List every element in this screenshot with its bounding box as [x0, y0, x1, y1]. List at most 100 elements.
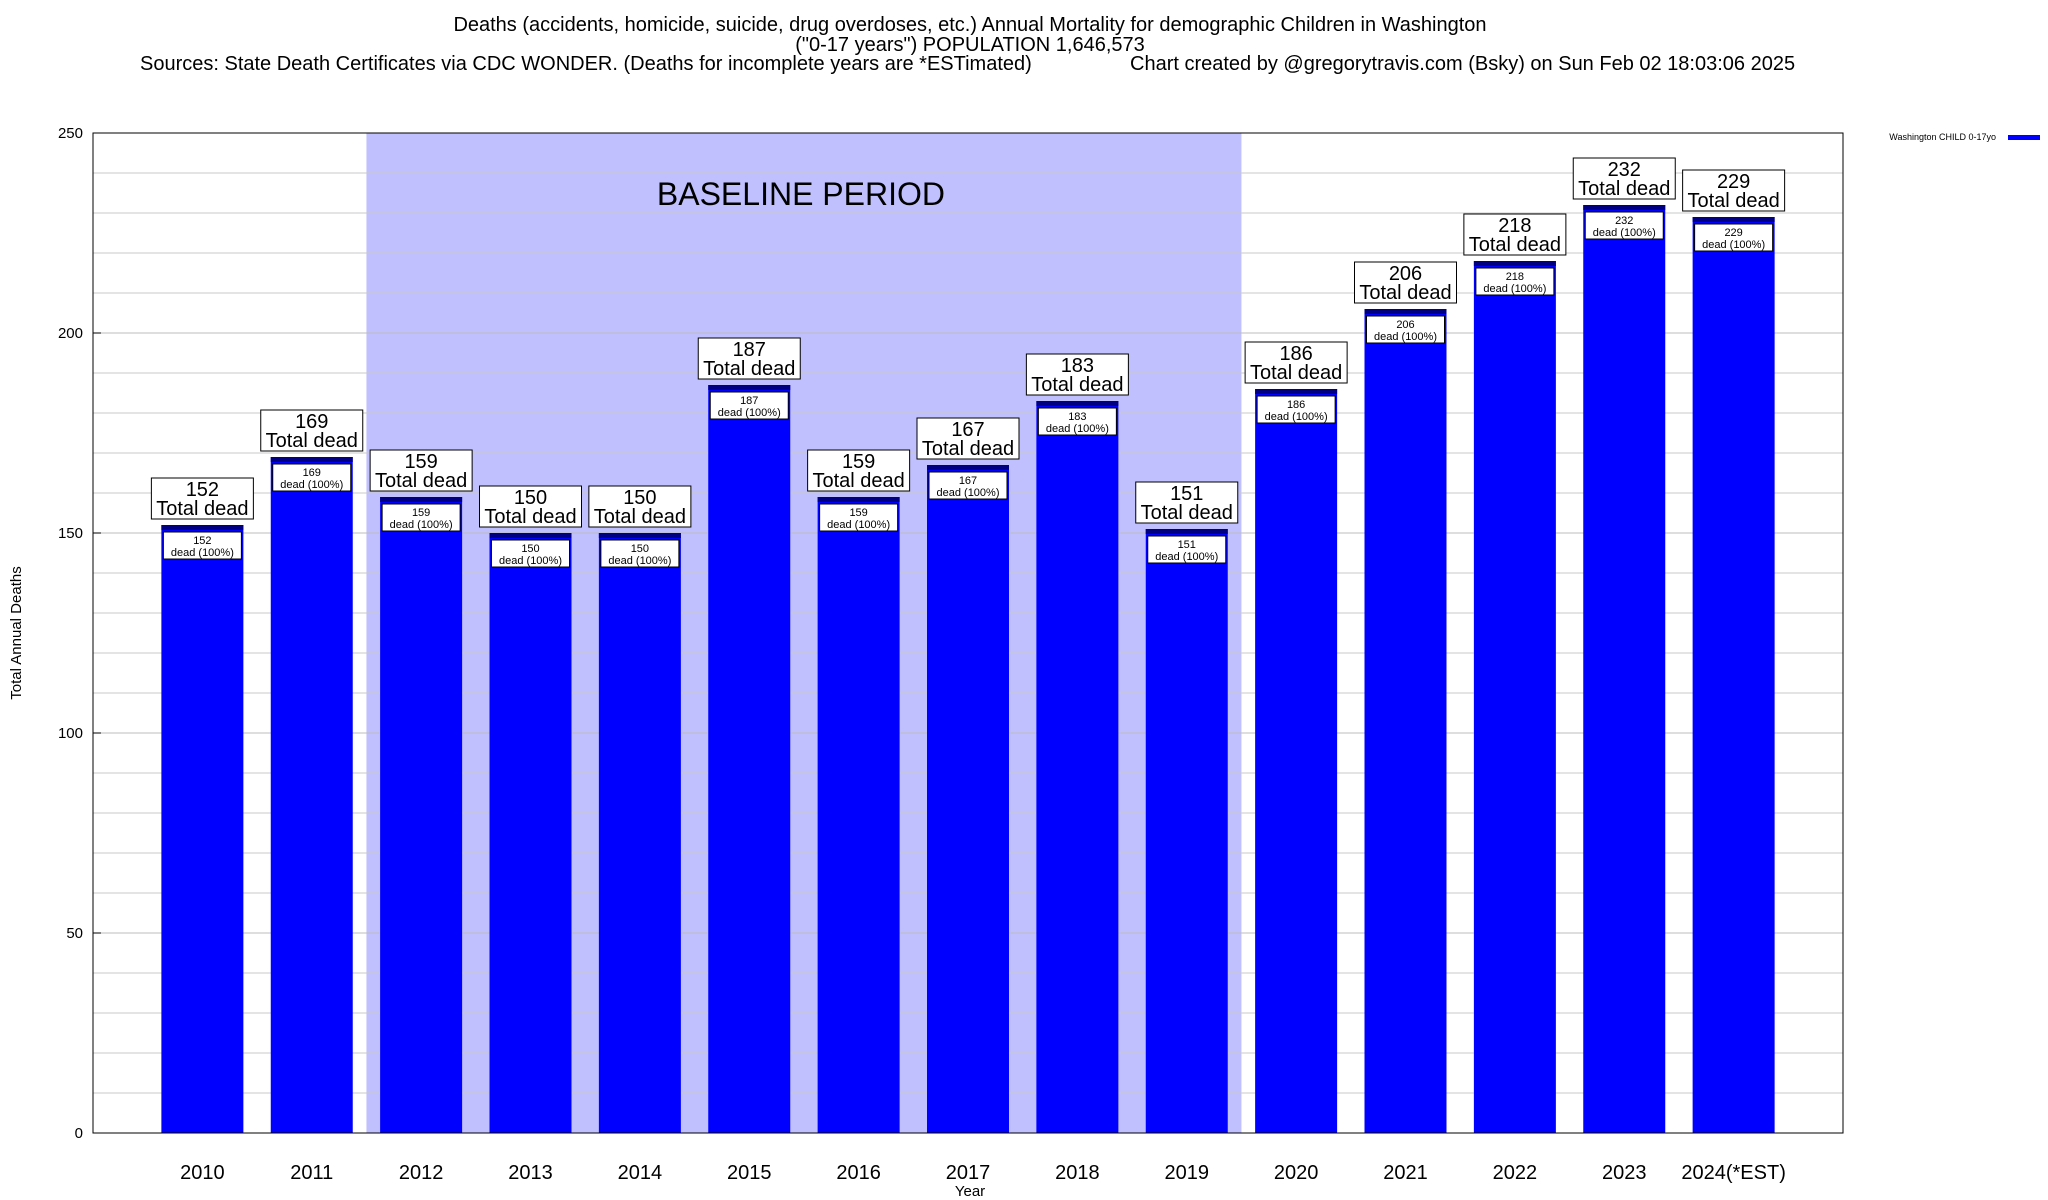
bar-cap [1255, 389, 1338, 394]
bar-cap [1364, 309, 1447, 314]
total-label-box [479, 485, 582, 528]
inner-percent-label: dead (100%) [171, 547, 234, 559]
bar-cap [1036, 401, 1119, 406]
total-label-box [1354, 261, 1457, 304]
total-label-box [1682, 169, 1786, 212]
total-value-label: 167 [951, 419, 984, 441]
bar [1255, 389, 1338, 1133]
x-tick-label: 2018 [1055, 1162, 1100, 1184]
inner-percent-label: dead (100%) [499, 555, 562, 567]
inner-label-box [1584, 211, 1664, 240]
total-label-box [697, 337, 801, 380]
total-dead-label: Total dead [1578, 178, 1670, 200]
total-value-label: 218 [1498, 215, 1531, 237]
x-tick-label: 2020 [1274, 1162, 1319, 1184]
total-dead-label: Total dead [156, 498, 248, 520]
total-dead-label: Total dead [922, 438, 1014, 460]
inner-label-box [381, 503, 461, 532]
total-dead-label: Total dead [484, 506, 576, 528]
x-tick-label: 2021 [1383, 1162, 1428, 1184]
bar [708, 385, 791, 1133]
total-value-label: 150 [514, 487, 547, 509]
bar-cap [380, 497, 463, 502]
total-label-box [588, 485, 692, 528]
inner-label-box [1694, 223, 1774, 252]
bar-cap [489, 533, 572, 538]
bar-cap [1692, 217, 1775, 222]
total-value-label: 206 [1389, 263, 1422, 285]
bar-cap [817, 497, 900, 502]
total-label-box [1463, 213, 1567, 256]
y-tick-label: 150 [58, 525, 83, 542]
x-tick-label: 2017 [946, 1162, 991, 1184]
inner-value-label: 232 [1615, 215, 1633, 227]
total-dead-label: Total dead [812, 470, 904, 492]
chart-credit: Chart created by @gregorytravis.com (Bsk… [1130, 53, 1796, 75]
inner-value-label: 167 [959, 475, 977, 487]
inner-label-box [1256, 395, 1336, 424]
inner-label-box [1147, 535, 1227, 564]
inner-value-label: 218 [1506, 271, 1524, 283]
inner-value-label: 229 [1724, 227, 1742, 239]
total-label-box [1025, 353, 1129, 396]
inner-percent-label: dead (100%) [1593, 227, 1656, 239]
total-value-label: 169 [295, 411, 328, 433]
y-tick-label: 200 [58, 325, 83, 342]
total-dead-label: Total dead [266, 430, 358, 452]
total-dead-label: Total dead [1031, 374, 1123, 396]
inner-value-label: 187 [740, 395, 758, 407]
bar [1364, 309, 1447, 1133]
inner-percent-label: dead (100%) [1265, 411, 1328, 423]
x-tick-label: 2022 [1493, 1162, 1538, 1184]
chart-title: Deaths (accidents, homicide, suicide, dr… [453, 14, 1487, 36]
x-tick-label: 2011 [290, 1162, 333, 1184]
total-value-label: 159 [842, 451, 875, 473]
inner-label-box [600, 539, 680, 568]
inner-percent-label: dead (100%) [718, 407, 781, 419]
sources-note: Sources: State Death Certificates via CD… [140, 53, 1032, 75]
legend-label: Washington CHILD 0-17yo [1889, 132, 1996, 142]
bar-cap [1473, 261, 1556, 266]
total-value-label: 183 [1061, 355, 1094, 377]
bar [598, 533, 681, 1133]
inner-value-label: 183 [1068, 411, 1086, 423]
inner-value-label: 159 [849, 507, 867, 519]
bar-cap [270, 457, 353, 462]
inner-percent-label: dead (100%) [827, 519, 890, 531]
x-tick-label: 2014 [618, 1162, 663, 1184]
inner-percent-label: dead (100%) [1374, 331, 1437, 343]
total-label-box [1135, 481, 1239, 524]
x-tick-label: 2010 [180, 1162, 225, 1184]
inner-value-label: 206 [1396, 319, 1414, 331]
total-dead-label: Total dead [594, 506, 686, 528]
y-axis-title: Total Annual Deaths [8, 566, 25, 699]
bar [927, 465, 1009, 1133]
x-tick-label: 2013 [508, 1162, 553, 1184]
bar-cap [708, 385, 791, 390]
x-axis-title: Year [955, 1183, 985, 1200]
bar-cap [927, 465, 1009, 470]
inner-label-box [491, 539, 570, 568]
x-tick-label: 2016 [836, 1162, 881, 1184]
inner-label-box [272, 463, 352, 492]
baseline-period-label: BASELINE PERIOD [657, 176, 945, 212]
plot-frame [92, 132, 1844, 1134]
x-tick-label: 2024(*EST) [1681, 1162, 1786, 1184]
total-label-box [807, 449, 911, 492]
inner-percent-label: dead (100%) [1046, 423, 1109, 435]
inner-percent-label: dead (100%) [1155, 551, 1218, 563]
total-label-box [369, 449, 473, 492]
bar-cap [598, 533, 681, 538]
total-value-label: 186 [1279, 343, 1312, 365]
total-dead-label: Total dead [1250, 362, 1342, 384]
y-tick-label: 0 [75, 1125, 83, 1142]
total-value-label: 150 [623, 487, 656, 509]
total-dead-label: Total dead [1469, 234, 1561, 256]
total-value-label: 151 [1170, 483, 1203, 505]
inner-label-box [928, 471, 1008, 500]
inner-value-label: 169 [303, 467, 321, 479]
total-dead-label: Total dead [375, 470, 467, 492]
inner-percent-label: dead (100%) [1702, 239, 1765, 251]
total-dead-label: Total dead [1141, 502, 1233, 524]
